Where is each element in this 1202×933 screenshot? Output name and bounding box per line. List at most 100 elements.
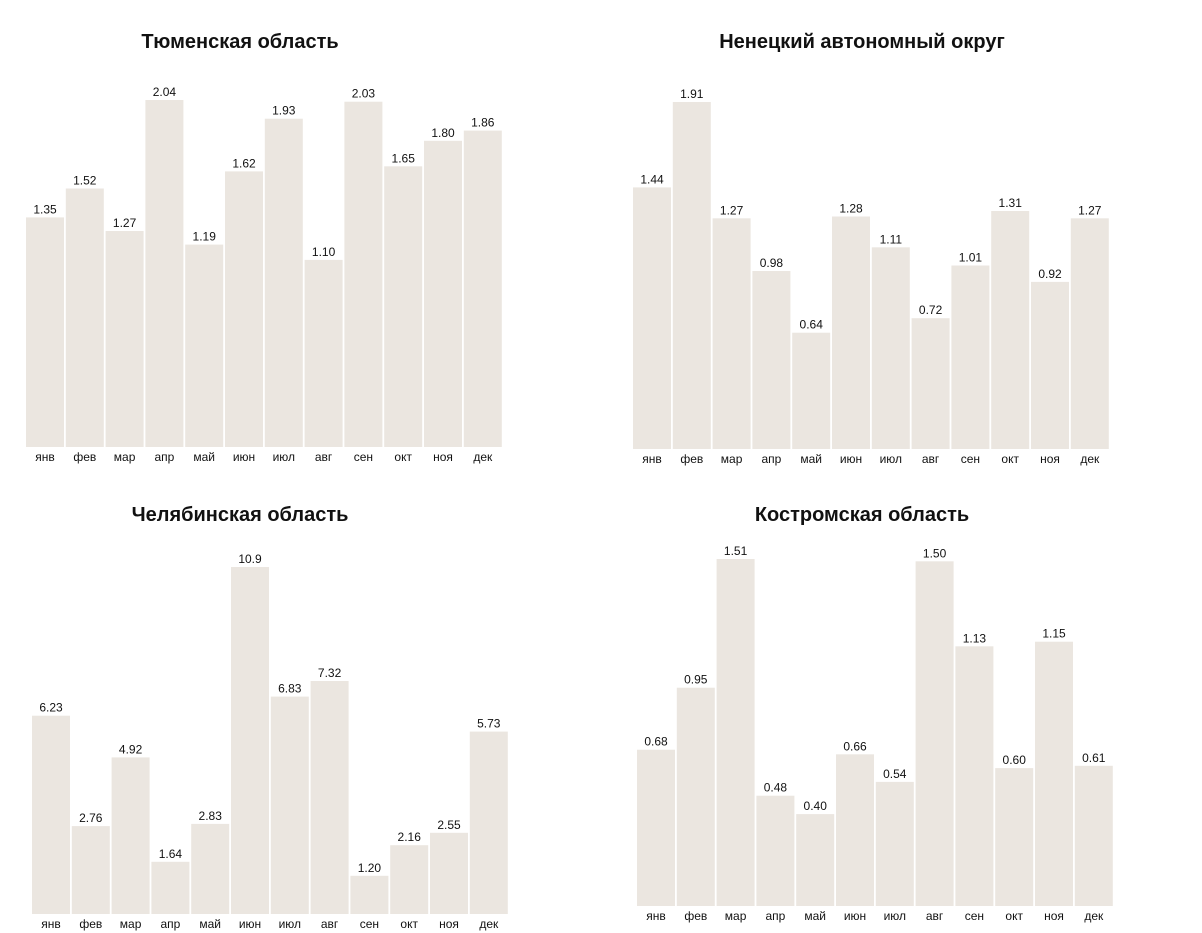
- bar-апр: [145, 100, 184, 447]
- category-label: авг: [926, 909, 944, 923]
- value-label: 1.93: [272, 104, 296, 118]
- value-label: 0.92: [1038, 267, 1062, 281]
- bar-ноя: [1035, 641, 1073, 906]
- value-label: 5.73: [477, 717, 501, 731]
- category-label: авг: [321, 917, 339, 931]
- bar-фев: [71, 826, 110, 914]
- category-label: мар: [721, 452, 743, 466]
- value-label: 1.65: [392, 151, 416, 165]
- chart-title: Челябинская область: [131, 504, 349, 526]
- value-label: 2.16: [398, 830, 422, 844]
- category-label: окт: [394, 450, 412, 464]
- category-label: ноя: [433, 450, 453, 464]
- bar-мар: [111, 757, 150, 914]
- value-label: 1.52: [73, 174, 97, 188]
- bar-дек: [1074, 765, 1113, 906]
- value-label: 2.76: [79, 811, 103, 825]
- value-label: 1.86: [471, 116, 495, 130]
- bar-окт: [384, 166, 423, 448]
- category-label: авг: [922, 452, 940, 466]
- value-label: 2.03: [352, 87, 376, 101]
- value-label: 1.27: [1078, 203, 1102, 217]
- bar-июл: [270, 696, 309, 914]
- chart-title: Ненецкий автономный округ: [719, 31, 1005, 53]
- bar-ноя: [430, 832, 468, 914]
- bar-авг: [310, 681, 349, 914]
- bar-авг: [915, 561, 954, 906]
- bar-янв: [26, 217, 64, 447]
- value-label: 1.27: [720, 203, 744, 217]
- value-label: 2.83: [199, 809, 223, 823]
- value-label: 1.35: [33, 202, 57, 216]
- value-label: 1.64: [159, 847, 183, 861]
- value-label: 1.50: [923, 546, 947, 560]
- category-label: май: [804, 909, 826, 923]
- category-label: сен: [354, 450, 373, 464]
- category-label: апр: [160, 917, 180, 931]
- value-label: 1.13: [963, 631, 987, 645]
- category-label: фев: [680, 452, 703, 466]
- bar-июн: [832, 216, 870, 449]
- category-label: июл: [884, 909, 906, 923]
- bar-сен: [951, 265, 990, 449]
- chart-title: Тюменская область: [141, 31, 339, 53]
- category-label: окт: [1005, 909, 1023, 923]
- bar-июл: [264, 118, 303, 447]
- bar-июн: [836, 754, 874, 906]
- value-label: 0.48: [764, 781, 788, 795]
- value-label: 7.32: [318, 666, 342, 680]
- value-label: 0.54: [883, 767, 907, 781]
- bar-дек: [1070, 218, 1109, 449]
- value-label: 6.23: [39, 701, 63, 715]
- value-label: 1.15: [1042, 627, 1066, 641]
- value-label: 1.20: [358, 861, 382, 875]
- bar-май: [796, 814, 835, 906]
- bar-сен: [344, 101, 383, 447]
- bar-авг: [911, 318, 950, 449]
- bar-дек: [463, 130, 502, 447]
- bar-июл: [871, 247, 910, 449]
- bar-мар: [105, 231, 144, 447]
- value-label: 6.83: [278, 682, 302, 696]
- category-label: ноя: [1044, 909, 1064, 923]
- bar-май: [185, 244, 224, 447]
- category-label: янв: [41, 917, 61, 931]
- bar-окт: [995, 768, 1034, 906]
- bar-апр: [151, 861, 190, 914]
- category-label: фев: [73, 450, 96, 464]
- bar-авг: [304, 259, 343, 447]
- category-label: дек: [473, 450, 493, 464]
- category-label: июл: [880, 452, 902, 466]
- bar-апр: [756, 795, 795, 906]
- value-label: 1.01: [959, 251, 983, 265]
- category-label: авг: [315, 450, 333, 464]
- value-label: 1.51: [724, 544, 748, 558]
- bar-ноя: [1031, 281, 1069, 449]
- category-label: сен: [360, 917, 379, 931]
- category-label: янв: [646, 909, 666, 923]
- value-label: 1.31: [999, 196, 1023, 210]
- bar-май: [191, 823, 230, 914]
- category-label: фев: [684, 909, 707, 923]
- category-label: июн: [239, 917, 261, 931]
- category-label: апр: [761, 452, 781, 466]
- value-label: 0.66: [843, 739, 867, 753]
- category-label: май: [800, 452, 822, 466]
- category-label: июн: [844, 909, 866, 923]
- bar-апр: [752, 271, 791, 449]
- bar-ноя: [424, 140, 462, 448]
- category-label: апр: [765, 909, 785, 923]
- value-label: 0.72: [919, 303, 943, 317]
- value-label: 1.28: [839, 202, 863, 216]
- category-label: ноя: [439, 917, 459, 931]
- value-label: 0.95: [684, 673, 708, 687]
- bar-окт: [991, 211, 1030, 449]
- category-label: июн: [233, 450, 255, 464]
- category-label: мар: [725, 909, 747, 923]
